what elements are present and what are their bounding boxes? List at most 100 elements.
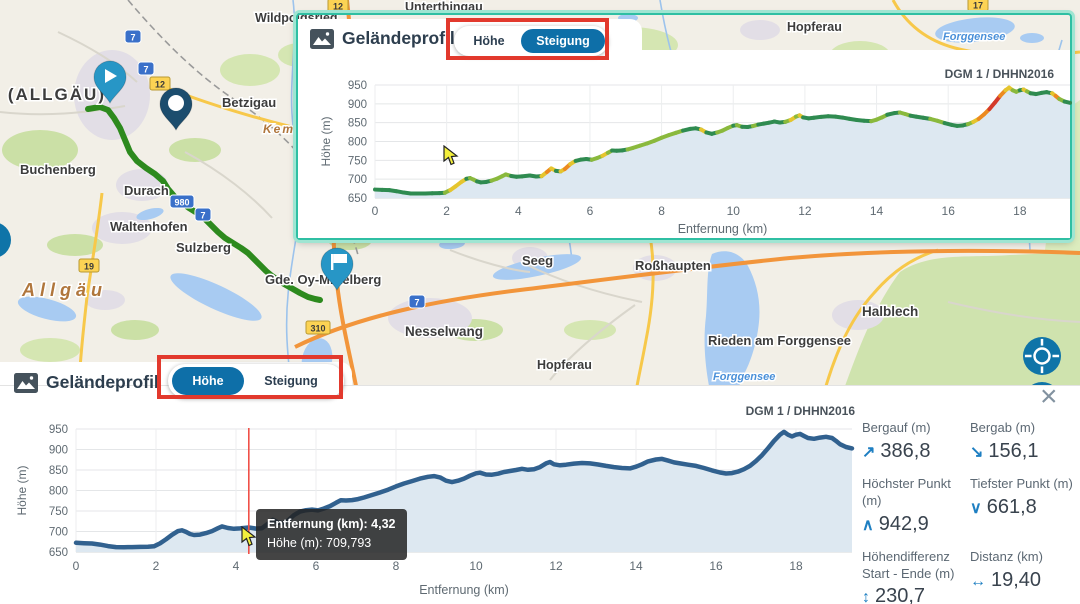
leftright-arrow-icon: ↔ [970,572,986,590]
panel-title: Geländeprofil [46,372,159,392]
tooltip-elevation: Höhe (m): 709,793 [267,536,372,551]
svg-text:16: 16 [709,559,723,573]
panel-title: Geländeprofil [342,28,455,48]
road-shield: 7 [408,294,426,309]
stat-tiefster-punkt: Tiefster Punkt (m) ∨ 661,8 [970,475,1073,518]
edge-map-button[interactable] [0,222,11,258]
svg-text:0: 0 [73,559,80,573]
annotation-rect [446,18,609,60]
route-end-marker[interactable] [320,247,354,292]
svg-text:850: 850 [348,118,367,130]
map-label: Rieden am Forggensee [708,333,851,348]
svg-text:2: 2 [153,559,160,573]
svg-text:8: 8 [658,204,665,218]
svg-text:12: 12 [549,559,563,573]
svg-text:950: 950 [49,424,68,436]
svg-text:16: 16 [942,204,956,218]
road-shield: 7 [137,61,155,76]
svg-text:14: 14 [870,204,884,218]
profile-tabs: Höhe Steigung [454,26,608,56]
map-label: Nesselwang [405,324,483,339]
mouse-cursor [443,145,459,166]
route-start-marker[interactable] [93,60,127,105]
mouse-cursor [241,526,257,547]
svg-text:10: 10 [727,204,741,218]
svg-text:850: 850 [49,465,68,477]
terrain-profile-icon [310,29,334,49]
elevation-profile-chart[interactable]: 650 700 750 800 850 900 950 0 2 4 6 8 10 12 14 16 18 Entf… [0,398,870,604]
svg-text:10: 10 [469,559,483,573]
map-label: Durach [124,183,169,198]
tab-hoehe[interactable]: Höhe [172,367,244,395]
map-label: Halblech [862,304,918,319]
svg-text:0: 0 [372,204,379,218]
svg-text:12: 12 [155,80,165,90]
svg-text:12: 12 [333,2,343,12]
updown-arrow-icon: ↕ [862,589,870,604]
road-shield: 7 [124,29,142,44]
svg-text:8: 8 [393,559,400,573]
svg-text:750: 750 [348,155,367,167]
svg-text:Höhe (m): Höhe (m) [15,465,29,515]
svg-text:650: 650 [49,547,68,559]
svg-text:950: 950 [348,80,367,92]
downhill-arrow-icon: ↘ [970,443,984,461]
map-label: Waltenhofen [110,219,188,234]
map-label: Hopferau [787,20,842,34]
map-label: Forggensee [943,31,1005,43]
svg-text:6: 6 [587,204,594,218]
waypoint-marker[interactable] [159,87,193,132]
svg-text:17: 17 [973,1,983,11]
slope-profile-chart[interactable]: 650 700 750 800 850 900 950 0 2 4 6 8 10 12 14 16 18 Entf… [298,75,1074,242]
road-shield: 17 [967,0,989,12]
road-shield: 310 [305,320,331,335]
chevron-down-icon: ∨ [970,499,982,517]
svg-text:800: 800 [49,486,68,498]
map-label: Betzigau [222,95,276,110]
svg-text:310: 310 [310,324,325,334]
tab-steigung[interactable]: Steigung [264,374,318,388]
svg-text:Entfernung (km): Entfernung (km) [419,583,509,597]
road-shield: 7 [194,207,212,222]
svg-text:12: 12 [798,204,812,218]
chart-tooltip: Entfernung (km): 4,32 Höhe (m): 709,793 [256,509,407,560]
geolocate-button[interactable] [1023,337,1061,375]
svg-text:700: 700 [348,174,367,186]
stat-hoehendifferenz: Höhendifferenz Start - Ende (m) ↕ 230,7 [862,549,962,604]
svg-text:4: 4 [515,204,522,218]
svg-text:7: 7 [143,65,148,75]
svg-text:4: 4 [233,559,240,573]
stat-bergauf: Bergauf (m) ↗ 386,8 [862,420,931,462]
svg-text:900: 900 [348,99,367,111]
svg-text:2: 2 [443,204,450,218]
svg-text:18: 18 [789,559,803,573]
svg-text:7: 7 [414,298,419,308]
annotation-rect [157,355,343,399]
stat-hoechster-punkt: Höchster Punkt (m) ∧ 942,9 [862,475,951,535]
road-shield: 12 [149,76,171,91]
map-label: Seeg [522,253,553,268]
svg-text:650: 650 [348,193,367,205]
map-label: Buchenberg [20,162,96,177]
svg-text:900: 900 [49,445,68,457]
close-icon[interactable]: × [1040,380,1058,413]
tab-steigung[interactable]: Steigung [521,29,605,53]
svg-text:14: 14 [629,559,643,573]
svg-text:700: 700 [49,527,68,539]
map-label: Allgäu [21,280,107,300]
uphill-arrow-icon: ↗ [862,443,876,461]
svg-text:800: 800 [348,137,367,149]
tab-hoehe[interactable]: Höhe [473,34,505,48]
terrain-profile-panel-steigung: Geländeprofil Höhe Steigung DGM 1 / DHHN… [296,13,1072,240]
stat-bergab: Bergab (m) ↘ 156,1 [970,420,1039,462]
svg-text:7: 7 [200,211,205,221]
svg-text:980: 980 [174,198,189,208]
map-label: Unterthingau [405,0,483,14]
terrain-profile-panel-hoehe: Geländeprofil Höhe Steigung DGM 1 / DHHN… [0,355,1080,604]
stat-distanz: Distanz (km) ↔ 19,40 [970,548,1043,591]
svg-text:Entfernung (km): Entfernung (km) [678,222,768,236]
dgm-source-label: DGM 1 / DHHN2016 [944,67,1054,81]
dgm-source-label: DGM 1 / DHHN2016 [745,404,855,418]
road-shield: 12 [327,0,349,13]
